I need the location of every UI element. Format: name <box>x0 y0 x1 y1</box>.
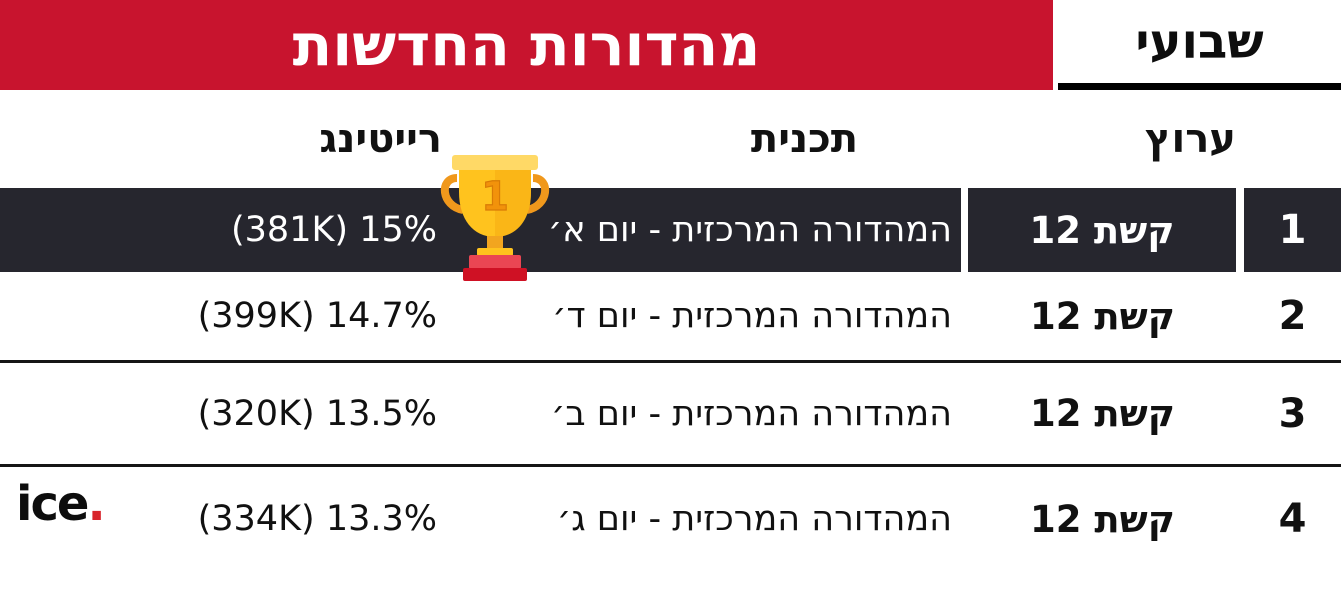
channel-cell: קשת 12 <box>1030 497 1175 541</box>
rank-cell: 4 <box>1278 496 1307 542</box>
table-row: 1 קשת 12 המהדורה המרכזית - יום א׳ 15% (3… <box>0 188 1341 272</box>
program-cell: המהדורה המרכזית - יום א׳ <box>448 188 961 272</box>
ice-logo-dot: . <box>87 476 105 532</box>
program-cell: המהדורה המרכזית - יום ד׳ <box>552 296 952 336</box>
channel-cell: קשת 12 <box>961 188 1244 272</box>
table-row: 2 קשת 12 המהדורה המרכזית - יום ד׳ 14.7% … <box>0 272 1341 363</box>
program-cell: המהדורה המרכזית - יום ג׳ <box>556 499 952 539</box>
channel-cell: קשת 12 <box>1030 294 1175 338</box>
trophy-rank-number: 1 <box>481 174 509 220</box>
channel-cell: קשת 12 <box>1030 392 1175 435</box>
rating-cell: 13.3% (334K) <box>197 499 437 539</box>
column-header-rating: רייטינג <box>319 116 442 162</box>
column-header-channel: ערוץ <box>1145 116 1236 162</box>
ice-logo: ice. <box>16 476 106 532</box>
period-label: שבועי <box>1058 0 1341 90</box>
rank-cell: 1 <box>1244 188 1341 272</box>
column-header-rank <box>1244 90 1341 188</box>
top-header: שבועי מהדורות החדשות <box>0 0 1341 90</box>
column-header-program: תכנית <box>750 116 859 162</box>
rank-cell: 3 <box>1278 390 1307 437</box>
table-row: 3 קשת 12 המהדורה המרכזית - יום ב׳ 13.5% … <box>0 363 1341 467</box>
rating-cell: 15% (381K) <box>0 188 448 272</box>
column-headers-row: ערוץ תכנית רייטינג <box>0 90 1341 188</box>
rating-cell: 13.5% (320K) <box>197 393 437 434</box>
program-cell: המהדורה המרכזית - יום ב׳ <box>550 393 952 434</box>
page-title: מהדורות החדשות <box>0 0 1053 90</box>
rating-cell: 14.7% (399K) <box>197 296 437 336</box>
table-row: 4 קשת 12 המהדורה המרכזית - יום ג׳ 13.3% … <box>0 467 1341 571</box>
trophy-icon: 1 <box>434 146 556 286</box>
ice-logo-text: ice <box>16 476 89 532</box>
rank-cell: 2 <box>1278 293 1307 339</box>
